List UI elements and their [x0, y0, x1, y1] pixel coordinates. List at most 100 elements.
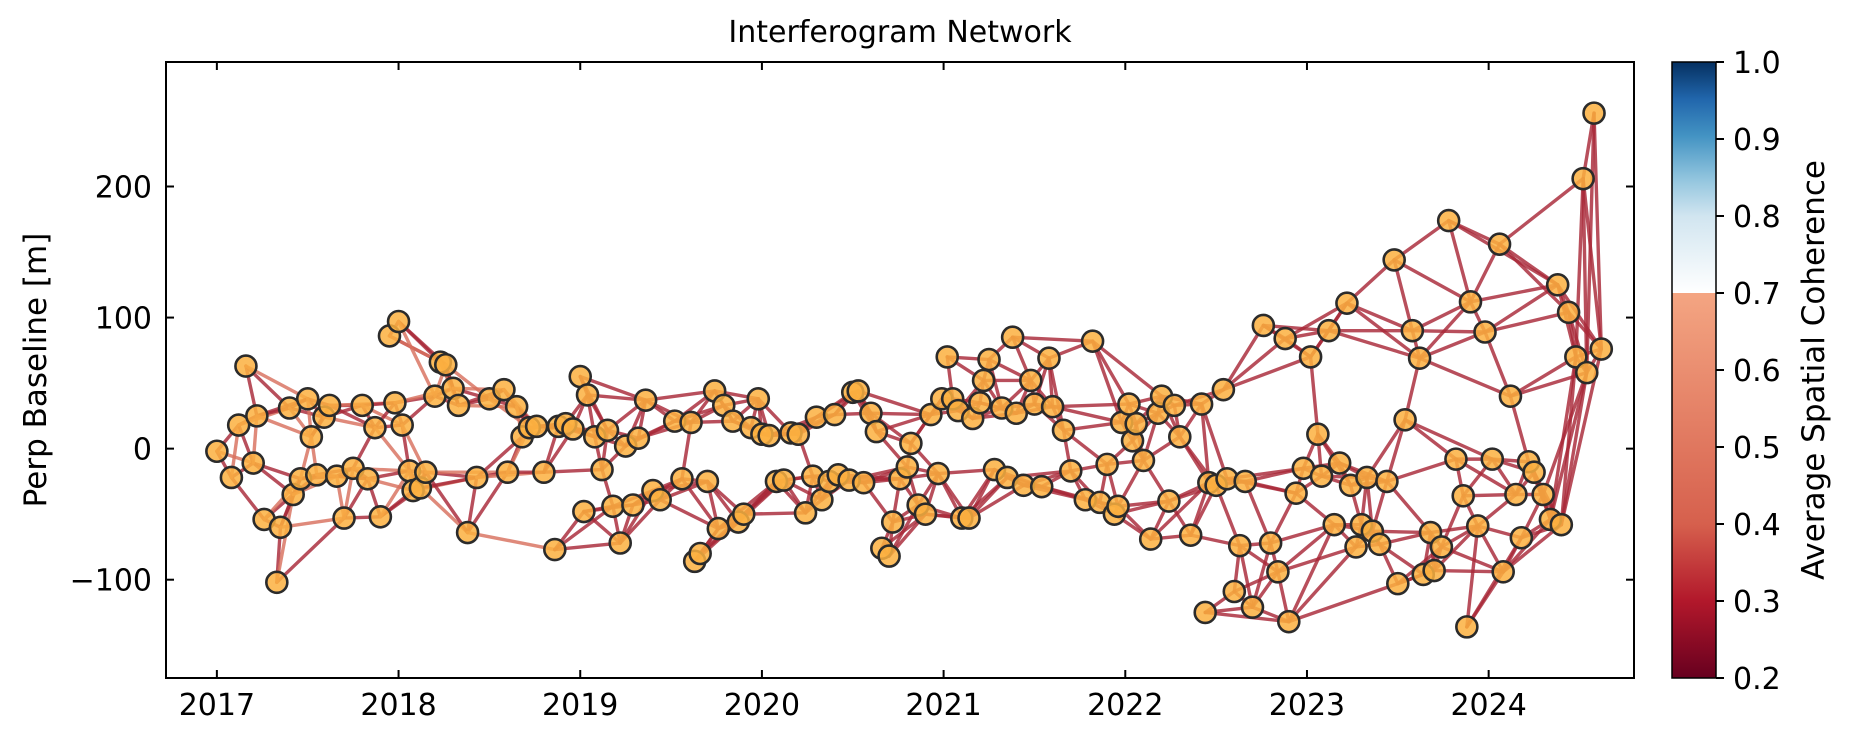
- acquisition-point: [1531, 482, 1555, 507]
- acquisition-point: [1095, 452, 1119, 477]
- acquisition-point: [1058, 459, 1083, 483]
- acquisition-point: [1309, 464, 1334, 488]
- acquisition-point: [383, 390, 407, 415]
- acquisition-point: [1498, 384, 1523, 409]
- acquisition-point: [1335, 291, 1359, 315]
- acquisition-points: [205, 101, 1614, 639]
- acquisition-point: [957, 506, 981, 530]
- acquisition-point: [1322, 512, 1347, 537]
- pair-edge: [1446, 218, 1473, 304]
- pair-edge: [1497, 242, 1560, 287]
- acquisition-point: [1051, 418, 1076, 443]
- pair-edge: [1221, 323, 1266, 392]
- acquisition-point: [1157, 489, 1181, 513]
- acquisition-point: [464, 465, 489, 490]
- acquisition-point: [1458, 290, 1483, 314]
- acquisition-point: [561, 417, 585, 441]
- acquisition-point: [601, 494, 625, 519]
- acquisition-point: [971, 368, 996, 393]
- pair-edge: [1047, 356, 1066, 432]
- acquisition-point: [524, 414, 549, 439]
- pair-edge: [1508, 355, 1578, 398]
- pair-edge: [1497, 242, 1571, 315]
- acquisition-point: [1455, 615, 1479, 639]
- pair-edge: [1090, 339, 1131, 406]
- pair-edge: [424, 470, 470, 535]
- pair-edge: [1497, 176, 1585, 246]
- y-tick-label: 200: [95, 171, 152, 206]
- acquisition-point: [299, 425, 324, 449]
- pair-edge: [1559, 355, 1578, 527]
- pair-edge: [1581, 176, 1603, 351]
- acquisition-point: [895, 455, 920, 479]
- acquisition-point: [1504, 482, 1528, 507]
- acquisition-point: [1444, 447, 1468, 471]
- acquisition-point: [1422, 558, 1446, 583]
- acquisition-point: [1000, 325, 1025, 350]
- pair-edge: [1199, 402, 1211, 485]
- colorbar-tick-label: 1.0: [1733, 46, 1781, 81]
- pair-edge: [1221, 355, 1313, 392]
- pair-edge: [1417, 300, 1473, 360]
- pair-edge: [1287, 581, 1400, 624]
- acquisition-point: [532, 460, 556, 485]
- pair-edge: [1090, 339, 1164, 398]
- acquisition-point: [1167, 425, 1192, 449]
- pair-edge: [1574, 176, 1585, 359]
- acquisition-point: [350, 393, 375, 418]
- acquisition-point: [1355, 465, 1379, 490]
- colorbar-tick-label: 0.5: [1733, 431, 1781, 466]
- pair-edge: [1345, 301, 1422, 360]
- pair-edge: [1392, 258, 1473, 304]
- x-tick-label: 2024: [1450, 688, 1526, 723]
- acquisition-point: [880, 510, 905, 534]
- acquisition-point: [633, 388, 658, 412]
- acquisition-point: [595, 418, 620, 443]
- acquisition-point: [608, 531, 633, 555]
- acquisition-point: [1393, 408, 1417, 432]
- acquisition-point: [1487, 232, 1512, 256]
- acquisition-point: [851, 470, 876, 495]
- x-tick-label: 2023: [1269, 688, 1345, 723]
- acquisition-point: [1080, 329, 1105, 353]
- colorbar-tick-label: 0.4: [1733, 508, 1781, 543]
- acquisition-point: [446, 393, 471, 418]
- interferogram-pairs: [215, 111, 1603, 629]
- acquisition-point: [1436, 208, 1461, 233]
- acquisition-point: [1589, 337, 1614, 361]
- acquisition-point: [1277, 609, 1301, 634]
- acquisition-point: [265, 570, 289, 595]
- colorbar-tick-label: 0.7: [1733, 277, 1781, 312]
- chart-title: Interferogram Network: [728, 15, 1072, 50]
- acquisition-point: [1306, 422, 1330, 447]
- pair-edge: [1417, 356, 1513, 398]
- y-tick-label: 0: [133, 433, 152, 468]
- pair-edge: [1392, 258, 1415, 333]
- acquisition-point: [926, 461, 950, 486]
- pair-edge: [275, 492, 295, 585]
- acquisition-point: [1240, 595, 1265, 620]
- acquisition-point: [543, 537, 567, 562]
- pair-edge: [1403, 418, 1494, 461]
- plot-frame: [165, 61, 1635, 679]
- acquisition-point: [771, 468, 796, 492]
- acquisition-point: [746, 387, 771, 411]
- acquisition-point: [495, 460, 520, 485]
- acquisition-point: [390, 413, 414, 437]
- acquisition-point: [757, 423, 781, 448]
- acquisition-point: [226, 413, 251, 437]
- acquisition-point: [241, 451, 266, 475]
- acquisition-point: [295, 387, 320, 411]
- acquisition-point: [1211, 377, 1236, 402]
- acquisition-point: [1029, 474, 1054, 499]
- acquisition-point: [1316, 318, 1341, 343]
- x-axis-ticks: 2017 2018 2019 2020 2021 2022 2023 2024: [179, 62, 1527, 723]
- acquisition-point: [1004, 401, 1029, 426]
- acquisition-point: [977, 347, 1001, 372]
- colorbar-label: Average Spatial Coherence: [1796, 160, 1832, 580]
- acquisition-point: [1233, 469, 1257, 494]
- acquisition-point: [1189, 392, 1214, 416]
- acquisition-point: [368, 504, 393, 529]
- acquisition-point: [968, 390, 992, 415]
- pair-edge: [553, 504, 615, 552]
